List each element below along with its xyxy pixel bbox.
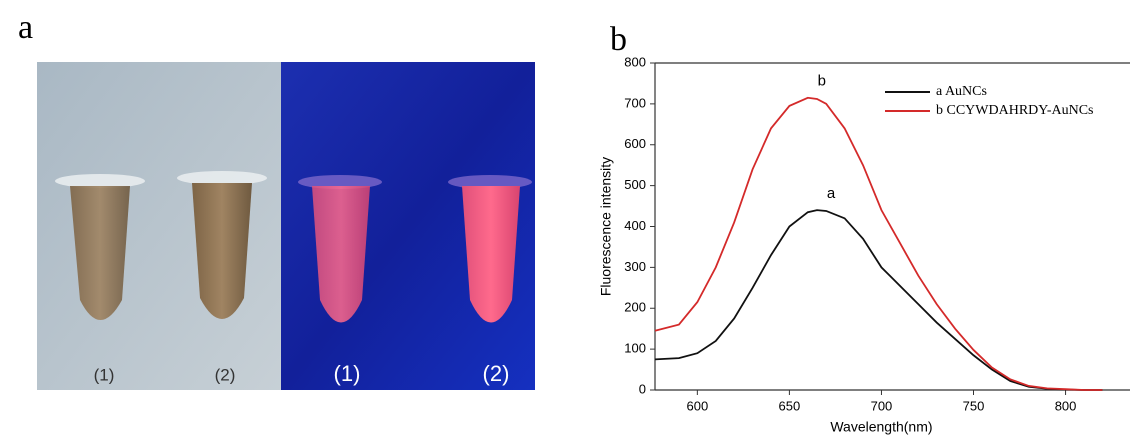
y-tick-label: 700 xyxy=(624,95,646,110)
x-tick-label: 700 xyxy=(871,398,893,413)
line-annotation: a xyxy=(827,185,836,202)
y-tick-label: 400 xyxy=(624,218,646,233)
line-annotation: b xyxy=(818,73,826,90)
tube-label: (2) xyxy=(215,365,236,384)
tube-label: (1) xyxy=(94,365,115,384)
panel-label: b xyxy=(610,21,627,58)
y-tick-label: 300 xyxy=(624,259,646,274)
y-tick-label: 200 xyxy=(624,300,646,315)
x-tick-label: 600 xyxy=(686,398,708,413)
y-tick-label: 600 xyxy=(624,136,646,151)
legend-label: a AuNCs xyxy=(936,84,987,99)
y-tick-label: 100 xyxy=(624,341,646,356)
line xyxy=(654,209,1103,391)
x-tick-label: 650 xyxy=(779,398,801,413)
y-axis-label: Fluorescence intensity xyxy=(598,157,614,296)
y-tick-label: 800 xyxy=(624,54,646,69)
y-tick-label: 0 xyxy=(639,381,646,396)
tube-label: (2) xyxy=(483,361,510,386)
x-axis-label: Wavelength(nm) xyxy=(830,419,932,435)
tube-label: (1) xyxy=(334,361,361,386)
x-tick-label: 800 xyxy=(1055,398,1077,413)
x-tick-label: 750 xyxy=(963,398,985,413)
legend-label: b CCYWDAHRDY-AuNCs xyxy=(936,103,1094,118)
panel-label: a xyxy=(18,9,33,46)
line xyxy=(654,96,1103,391)
y-tick-label: 500 xyxy=(624,177,646,192)
photo: (1) (2) (1) (2) xyxy=(37,62,535,390)
